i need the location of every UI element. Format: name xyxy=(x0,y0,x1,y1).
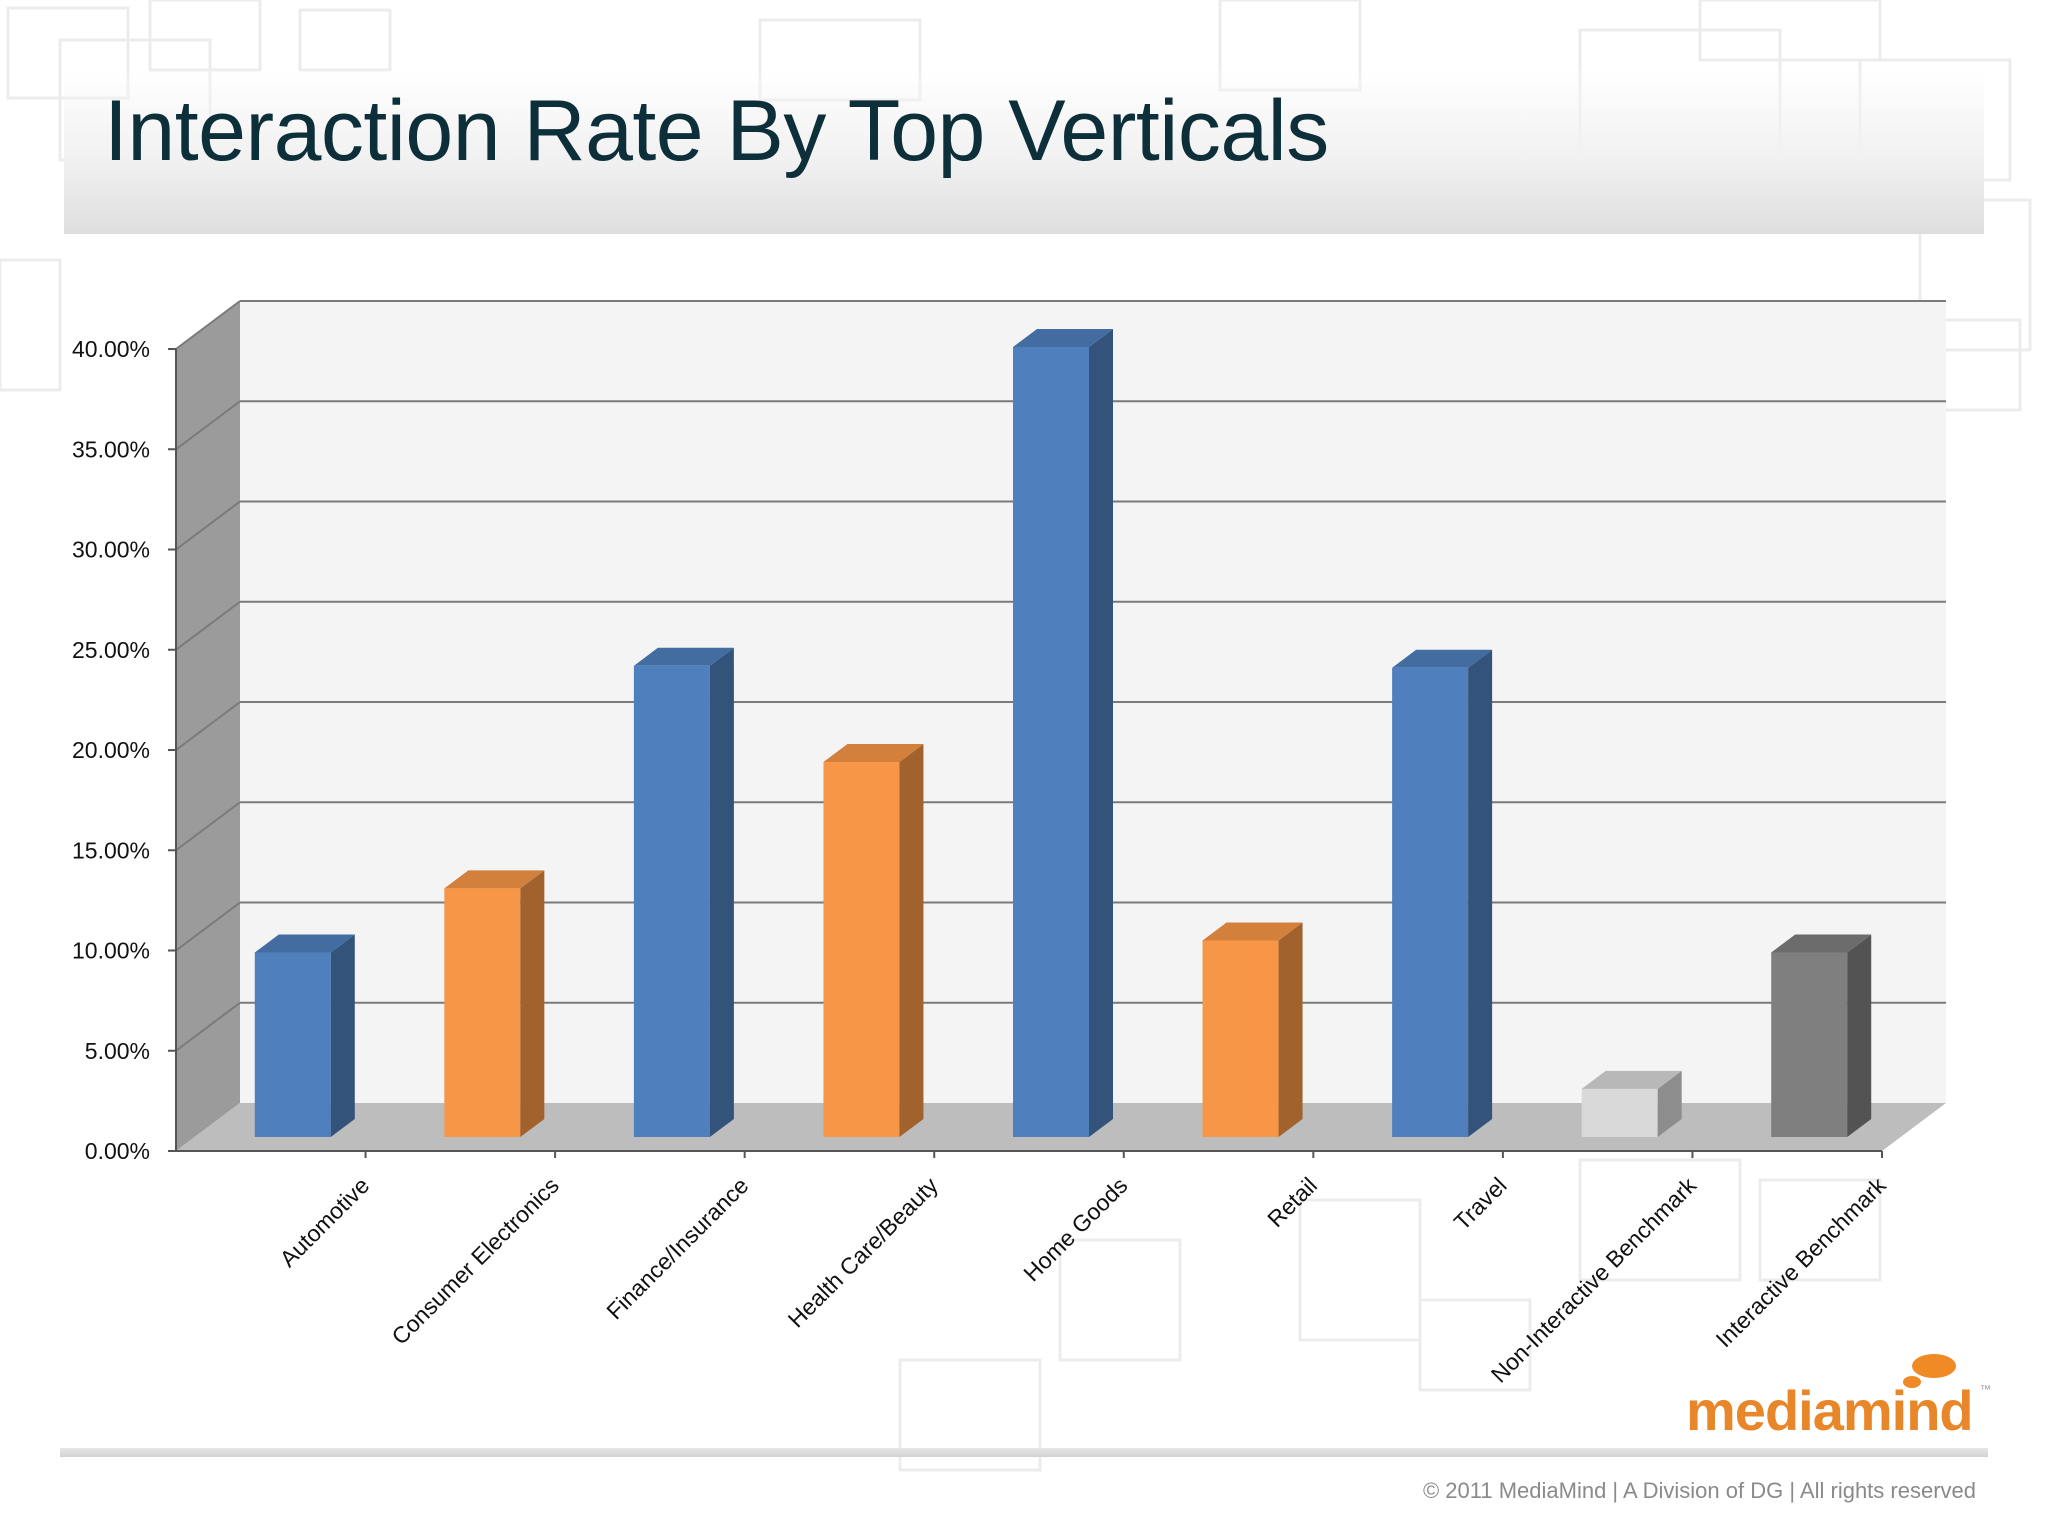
logo-trademark: ™ xyxy=(1980,1384,1991,1396)
bar-top xyxy=(633,647,734,666)
bar-side xyxy=(1278,922,1303,1137)
y-tick-label: 35.00% xyxy=(72,436,150,462)
bar xyxy=(1392,667,1469,1137)
bar xyxy=(1581,1088,1658,1137)
title-band xyxy=(64,70,1984,234)
bar-top xyxy=(1581,1070,1682,1089)
x-tick-label: Finance/Insurance xyxy=(601,1172,753,1324)
x-tick-label: Health Care/Beauty xyxy=(783,1172,944,1333)
bar xyxy=(254,952,331,1137)
bar-side xyxy=(520,870,545,1137)
bar xyxy=(1771,952,1848,1137)
bar-side xyxy=(709,647,734,1137)
x-tick-label: Home Goods xyxy=(1018,1172,1132,1286)
bar-top xyxy=(1771,934,1872,953)
y-tick-label: 30.00% xyxy=(72,537,150,563)
footer-rule xyxy=(60,1448,1988,1457)
y-tick-label: 40.00% xyxy=(72,336,150,362)
gridline-side xyxy=(175,600,241,651)
bar-top xyxy=(1202,922,1303,941)
bar-side xyxy=(1657,1070,1682,1137)
bar xyxy=(1013,347,1089,1137)
bar-top xyxy=(444,870,545,889)
slide-title: Interaction Rate By Top Verticals xyxy=(104,83,1329,179)
bar-side xyxy=(1847,934,1872,1137)
bar-top xyxy=(1013,329,1113,347)
speech-bubble-logo-icon xyxy=(1903,1354,1956,1388)
bar-side xyxy=(899,744,924,1137)
bar-side xyxy=(1089,329,1113,1137)
bar xyxy=(1202,940,1279,1137)
y-tick-label: 20.00% xyxy=(72,737,150,763)
gridline-side xyxy=(175,500,241,551)
bar-top xyxy=(823,744,924,763)
bar-side xyxy=(330,934,355,1137)
bar xyxy=(823,762,900,1137)
bar-top xyxy=(1392,649,1493,668)
y-tick-label: 25.00% xyxy=(72,637,150,663)
bar-top xyxy=(254,934,355,953)
x-tick-label: Travel xyxy=(1449,1172,1512,1235)
bar xyxy=(633,665,710,1137)
y-tick-label: 5.00% xyxy=(85,1038,150,1064)
x-tick-label: Retail xyxy=(1262,1172,1322,1232)
x-tick-label: Non-Interactive Benchmark xyxy=(1486,1172,1702,1388)
x-tick-label: Automotive xyxy=(275,1172,375,1272)
x-tick-label: Interactive Benchmark xyxy=(1711,1172,1892,1353)
gridline-side xyxy=(175,801,241,852)
y-tick-label: 0.00% xyxy=(85,1138,150,1164)
copyright-text: © 2011 MediaMind | A Division of DG | Al… xyxy=(1422,1478,1976,1503)
gridline-side xyxy=(175,1001,241,1052)
gridline-side xyxy=(175,300,241,350)
gridline-side xyxy=(175,400,241,451)
gridline-side xyxy=(175,701,241,751)
bar xyxy=(444,888,521,1137)
x-tick-label: Consumer Electronics xyxy=(386,1172,563,1349)
mediamind-logo: mediamind xyxy=(1686,1379,1974,1442)
gridline-side xyxy=(175,901,241,952)
y-tick-label: 10.00% xyxy=(72,938,150,964)
y-tick-label: 15.00% xyxy=(72,837,150,863)
bar-side xyxy=(1468,649,1493,1137)
